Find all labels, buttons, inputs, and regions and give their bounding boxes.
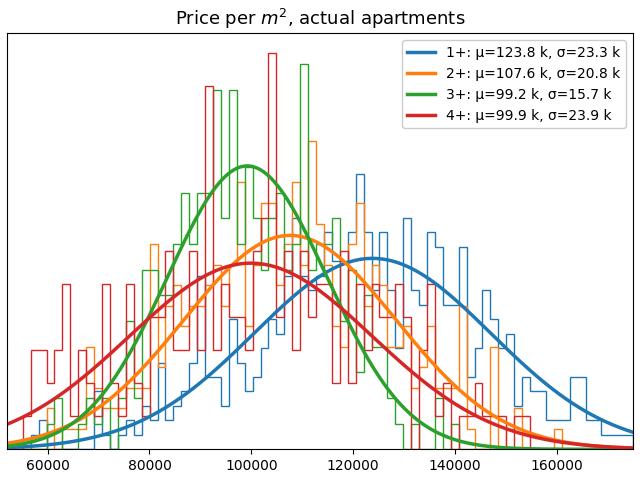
1+: μ=123.8 k, σ=23.3 k: (5.83e+04, 3.28e-07): μ=123.8 k, σ=23.3 k: (5.83e+04, 3.28e-07…	[35, 443, 43, 448]
3+: μ=99.2 k, σ=15.7 k: (1.75e+05, 2.2e-10): μ=99.2 k, σ=15.7 k: (1.75e+05, 2.2e-10)	[629, 446, 637, 452]
2+: μ=107.6 k, σ=20.8 k: (1.71e+05, 1.73e-07): μ=107.6 k, σ=20.8 k: (1.71e+05, 1.73e-07…	[611, 444, 619, 450]
4+: μ=99.9 k, σ=23.9 k: (1.09e+05, 1.56e-05): μ=99.9 k, σ=23.9 k: (1.09e+05, 1.56e-05)	[291, 272, 299, 278]
3+: μ=99.2 k, σ=15.7 k: (9.92e+04, 2.54e-05): μ=99.2 k, σ=15.7 k: (9.92e+04, 2.54e-05)	[243, 163, 251, 169]
3+: μ=99.2 k, σ=15.7 k: (1.49e+05, 1.69e-07): μ=99.2 k, σ=15.7 k: (1.49e+05, 1.69e-07)	[497, 444, 504, 450]
Legend: 1+: μ=123.8 k, σ=23.3 k, 2+: μ=107.6 k, σ=20.8 k, 3+: μ=99.2 k, σ=15.7 k, 4+: μ=: 1+: μ=123.8 k, σ=23.3 k, 2+: μ=107.6 k, …	[402, 40, 626, 128]
2+: μ=107.6 k, σ=20.8 k: (5.83e+04, 1.15e-06): μ=107.6 k, σ=20.8 k: (5.83e+04, 1.15e-06…	[35, 433, 43, 439]
1+: μ=123.8 k, σ=23.3 k: (5.2e+04, 1.48e-07): μ=123.8 k, σ=23.3 k: (5.2e+04, 1.48e-07)	[3, 445, 11, 451]
1+: μ=123.8 k, σ=23.3 k: (1.71e+05, 2.11e-06): μ=123.8 k, σ=23.3 k: (1.71e+05, 2.11e-06…	[611, 423, 619, 429]
Title: Price per $m^2$, actual apartments: Price per $m^2$, actual apartments	[175, 7, 465, 31]
Line: 4+: μ=99.9 k, σ=23.9 k: 4+: μ=99.9 k, σ=23.9 k	[7, 263, 633, 448]
1+: μ=123.8 k, σ=23.3 k: (1.12e+05, 1.5e-05): μ=123.8 k, σ=23.3 k: (1.12e+05, 1.5e-05)	[308, 279, 316, 285]
2+: μ=107.6 k, σ=20.8 k: (1.08e+05, 1.92e-05): μ=107.6 k, σ=20.8 k: (1.08e+05, 1.92e-05…	[286, 232, 294, 238]
4+: μ=99.9 k, σ=23.9 k: (1.75e+05, 1.2e-07): μ=99.9 k, σ=23.9 k: (1.75e+05, 1.2e-07)	[629, 445, 637, 451]
1+: μ=123.8 k, σ=23.3 k: (1.49e+05, 9.58e-06): μ=123.8 k, σ=23.3 k: (1.49e+05, 9.58e-06…	[497, 340, 504, 346]
4+: μ=99.9 k, σ=23.9 k: (5.83e+04, 3.66e-06): μ=99.9 k, σ=23.9 k: (5.83e+04, 3.66e-06)	[35, 406, 43, 411]
2+: μ=107.6 k, σ=20.8 k: (1.75e+05, 1.01e-07): μ=107.6 k, σ=20.8 k: (1.75e+05, 1.01e-07…	[629, 445, 637, 451]
1+: μ=123.8 k, σ=23.3 k: (1.24e+05, 1.71e-05): μ=123.8 k, σ=23.3 k: (1.24e+05, 1.71e-05…	[369, 255, 376, 261]
4+: μ=99.9 k, σ=23.9 k: (5.2e+04, 2.24e-06): μ=99.9 k, σ=23.9 k: (5.2e+04, 2.24e-06)	[3, 421, 11, 427]
Line: 1+: μ=123.8 k, σ=23.3 k: 1+: μ=123.8 k, σ=23.3 k	[7, 258, 633, 448]
4+: μ=99.9 k, σ=23.9 k: (1.12e+05, 1.47e-05): μ=99.9 k, σ=23.9 k: (1.12e+05, 1.47e-05)	[308, 282, 316, 288]
3+: μ=99.2 k, σ=15.7 k: (5.2e+04, 2.77e-07): μ=99.2 k, σ=15.7 k: (5.2e+04, 2.77e-07)	[3, 444, 11, 449]
4+: μ=99.9 k, σ=23.9 k: (9.99e+04, 1.67e-05): μ=99.9 k, σ=23.9 k: (9.99e+04, 1.67e-05)	[247, 260, 255, 266]
1+: μ=123.8 k, σ=23.3 k: (1.71e+05, 2.12e-06): μ=123.8 k, σ=23.3 k: (1.71e+05, 2.12e-06…	[611, 423, 619, 429]
3+: μ=99.2 k, σ=15.7 k: (5.83e+04, 8.5e-07): μ=99.2 k, σ=15.7 k: (5.83e+04, 8.5e-07)	[35, 437, 43, 443]
4+: μ=99.9 k, σ=23.9 k: (1.49e+05, 2.04e-06): μ=99.9 k, σ=23.9 k: (1.49e+05, 2.04e-06)	[497, 424, 504, 430]
4+: μ=99.9 k, σ=23.9 k: (1.71e+05, 1.89e-07): μ=99.9 k, σ=23.9 k: (1.71e+05, 1.89e-07)	[611, 444, 619, 450]
4+: μ=99.9 k, σ=23.9 k: (1.71e+05, 1.88e-07): μ=99.9 k, σ=23.9 k: (1.71e+05, 1.88e-07)	[611, 444, 619, 450]
2+: μ=107.6 k, σ=20.8 k: (1.71e+05, 1.71e-07): μ=107.6 k, σ=20.8 k: (1.71e+05, 1.71e-07…	[611, 444, 619, 450]
2+: μ=107.6 k, σ=20.8 k: (1.09e+05, 1.92e-05): μ=107.6 k, σ=20.8 k: (1.09e+05, 1.92e-05…	[291, 233, 299, 239]
2+: μ=107.6 k, σ=20.8 k: (1.12e+05, 1.88e-05): μ=107.6 k, σ=20.8 k: (1.12e+05, 1.88e-05…	[308, 237, 316, 243]
1+: μ=123.8 k, σ=23.3 k: (1.09e+05, 1.38e-05): μ=123.8 k, σ=23.3 k: (1.09e+05, 1.38e-05…	[291, 292, 299, 298]
2+: μ=107.6 k, σ=20.8 k: (5.2e+04, 5.39e-07): μ=107.6 k, σ=20.8 k: (5.2e+04, 5.39e-07)	[3, 441, 11, 446]
Line: 2+: μ=107.6 k, σ=20.8 k: 2+: μ=107.6 k, σ=20.8 k	[7, 235, 633, 448]
3+: μ=99.2 k, σ=15.7 k: (1.12e+05, 1.83e-05): μ=99.2 k, σ=15.7 k: (1.12e+05, 1.83e-05)	[308, 242, 316, 248]
3+: μ=99.2 k, σ=15.7 k: (1.71e+05, 6.32e-10): μ=99.2 k, σ=15.7 k: (1.71e+05, 6.32e-10)	[611, 446, 619, 452]
Line: 3+: μ=99.2 k, σ=15.7 k: 3+: μ=99.2 k, σ=15.7 k	[7, 166, 633, 449]
2+: μ=107.6 k, σ=20.8 k: (1.49e+05, 2.67e-06): μ=107.6 k, σ=20.8 k: (1.49e+05, 2.67e-06…	[497, 417, 504, 422]
3+: μ=99.2 k, σ=15.7 k: (1.71e+05, 6.44e-10): μ=99.2 k, σ=15.7 k: (1.71e+05, 6.44e-10)	[611, 446, 619, 452]
1+: μ=123.8 k, σ=23.3 k: (1.75e+05, 1.53e-06): μ=123.8 k, σ=23.3 k: (1.75e+05, 1.53e-06…	[629, 430, 637, 435]
3+: μ=99.2 k, σ=15.7 k: (1.09e+05, 2.12e-05): μ=99.2 k, σ=15.7 k: (1.09e+05, 2.12e-05)	[291, 210, 299, 216]
